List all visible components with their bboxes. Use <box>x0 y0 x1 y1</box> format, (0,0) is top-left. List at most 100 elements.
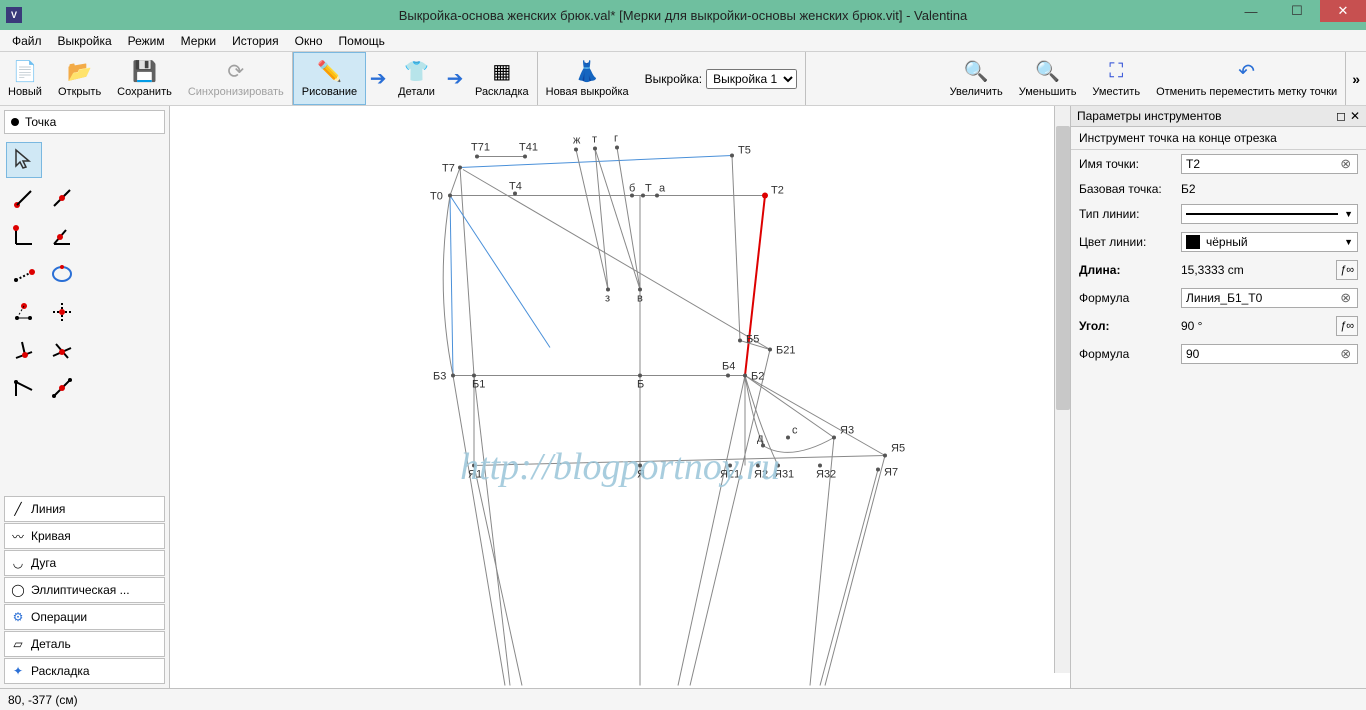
sync-icon: ⟳ <box>224 60 248 84</box>
clear-icon[interactable]: ⊗ <box>1338 346 1353 362</box>
svg-text:д: д <box>757 433 764 445</box>
svg-text:Я21: Я21 <box>720 469 740 481</box>
angle-formula-input[interactable]: ⊗ <box>1181 344 1358 364</box>
svg-text:Я32: Я32 <box>816 469 836 481</box>
save-icon: 💾 <box>133 60 157 84</box>
tool-triangle[interactable] <box>6 294 42 330</box>
tool-line-intersect[interactable] <box>44 332 80 368</box>
svg-text:Б5: Б5 <box>746 334 759 346</box>
length-value: 15,3333 cm <box>1181 263 1330 277</box>
svg-text:Б3: Б3 <box>433 371 446 383</box>
svg-text:Т7: Т7 <box>442 163 455 175</box>
base-point-value: Б2 <box>1181 182 1358 196</box>
menu-window[interactable]: Окно <box>287 32 331 50</box>
layout-icon: ▦ <box>490 60 514 84</box>
clear-icon[interactable]: ⊗ <box>1338 156 1353 172</box>
undo-move-button[interactable]: ↶ Отменить переместить метку точки <box>1148 52 1345 105</box>
svg-text:Т2: Т2 <box>771 185 784 197</box>
svg-text:Т41: Т41 <box>519 142 538 154</box>
length-fx-button[interactable]: ƒ∞ <box>1336 260 1358 280</box>
tool-pointer[interactable] <box>6 142 42 178</box>
svg-text:Т: Т <box>645 183 652 195</box>
tool-height[interactable] <box>6 332 42 368</box>
panel-close-icon[interactable]: ✕ <box>1350 109 1360 123</box>
tool-intersect[interactable] <box>44 294 80 330</box>
point-name-input[interactable]: ⊗ <box>1181 154 1358 174</box>
svg-text:т: т <box>592 134 597 146</box>
layout-mode-button[interactable]: ▦ Раскладка <box>467 52 537 105</box>
length-formula-input[interactable]: ⊗ <box>1181 288 1358 308</box>
draw-mode-button[interactable]: ✏️ Рисование <box>293 52 366 105</box>
tool-axis[interactable] <box>44 370 80 406</box>
category-curve[interactable]: 〰Кривая <box>4 523 165 549</box>
line-color-select[interactable]: чёрный ▼ <box>1181 232 1358 252</box>
open-icon: 📂 <box>68 60 92 84</box>
svg-text:Я: Я <box>637 469 645 481</box>
svg-text:Я3: Я3 <box>840 425 854 437</box>
tool-contact[interactable] <box>44 256 80 292</box>
pencil-icon: ✏️ <box>317 60 341 84</box>
new-button[interactable]: 📄 Новый <box>0 52 50 105</box>
menu-help[interactable]: Помощь <box>331 32 393 50</box>
svg-text:Я31: Я31 <box>774 469 794 481</box>
svg-text:с: с <box>792 425 798 437</box>
arrow-icon: ➔ <box>366 67 390 91</box>
tool-normal[interactable] <box>6 218 42 254</box>
menu-pattern[interactable]: Выкройка <box>50 32 120 50</box>
zoom-in-button[interactable]: 🔍 Увеличить <box>942 52 1011 105</box>
arc-icon: ◡ <box>11 556 25 570</box>
zoom-fit-button[interactable]: ⛶ Уместить <box>1084 52 1148 105</box>
line-type-select[interactable]: ▼ <box>1181 204 1358 224</box>
zoom-out-button[interactable]: 🔍 Уменьшить <box>1011 52 1085 105</box>
category-layout[interactable]: ✦Раскладка <box>4 658 165 684</box>
details-mode-button[interactable]: 👕 Детали <box>390 52 443 105</box>
category-operations[interactable]: ⚙Операции <box>4 604 165 630</box>
category-line[interactable]: ╱Линия <box>4 496 165 522</box>
menu-bar: Файл Выкройка Режим Мерки История Окно П… <box>0 30 1366 52</box>
menu-file[interactable]: Файл <box>4 32 50 50</box>
new-pattern-button[interactable]: 👗 Новая выкройка <box>538 52 637 105</box>
menu-measurements[interactable]: Мерки <box>173 32 224 50</box>
tool-midpoint[interactable] <box>6 370 42 406</box>
tool-bisector[interactable] <box>44 218 80 254</box>
toolbar-overflow[interactable]: » <box>1346 52 1366 105</box>
svg-text:Т0: Т0 <box>430 191 443 203</box>
close-button[interactable]: ✕ <box>1320 0 1366 22</box>
properties-panel: Параметры инструментов ◻ ✕ Инструмент то… <box>1070 106 1366 688</box>
category-ellipse[interactable]: ◯Эллиптическая ... <box>4 577 165 603</box>
ellipse-icon: ◯ <box>11 583 25 597</box>
svg-text:з: з <box>605 293 610 305</box>
maximize-button[interactable]: ☐ <box>1274 0 1320 22</box>
drawing-canvas[interactable]: Т7Т71Т41жтгТ5Т0Т4бТаТ2звБ5Б21Б3Б1ББ4Б2дс… <box>170 106 1070 688</box>
svg-text:Я2: Я2 <box>754 469 768 481</box>
svg-text:в: в <box>637 293 643 305</box>
arrow-icon-2: ➔ <box>443 67 467 91</box>
vertical-scrollbar[interactable] <box>1054 106 1070 673</box>
menu-mode[interactable]: Режим <box>120 32 173 50</box>
tool-description: Инструмент точка на конце отрезка <box>1071 127 1366 150</box>
category-arc[interactable]: ◡Дуга <box>4 550 165 576</box>
point-icon <box>11 118 19 126</box>
svg-text:Б21: Б21 <box>776 345 795 357</box>
tool-endline[interactable] <box>6 180 42 216</box>
angle-formula-label: Формула <box>1079 347 1175 361</box>
pattern-select[interactable]: Выкройка 1 <box>706 69 797 89</box>
svg-text:Б4: Б4 <box>722 361 735 373</box>
tool-along-line[interactable] <box>44 180 80 216</box>
line-icon: ╱ <box>11 502 25 516</box>
category-detail[interactable]: ▱Деталь <box>4 631 165 657</box>
open-button[interactable]: 📂 Открыть <box>50 52 109 105</box>
menu-history[interactable]: История <box>224 32 287 50</box>
point-name-label: Имя точки: <box>1079 157 1175 171</box>
minimize-button[interactable]: — <box>1228 0 1274 22</box>
clear-icon[interactable]: ⊗ <box>1338 290 1353 306</box>
save-button[interactable]: 💾 Сохранить <box>109 52 180 105</box>
window-title: Выкройка-основа женских брюк.val* [Мерки… <box>0 8 1366 23</box>
tool-shoulder[interactable] <box>6 256 42 292</box>
angle-fx-button[interactable]: ƒ∞ <box>1336 316 1358 336</box>
svg-text:Т4: Т4 <box>509 181 522 193</box>
svg-text:Т5: Т5 <box>738 145 751 157</box>
undo-icon: ↶ <box>1235 60 1259 84</box>
dock-icon[interactable]: ◻ <box>1336 109 1346 123</box>
tool-category-header[interactable]: Точка <box>4 110 165 134</box>
